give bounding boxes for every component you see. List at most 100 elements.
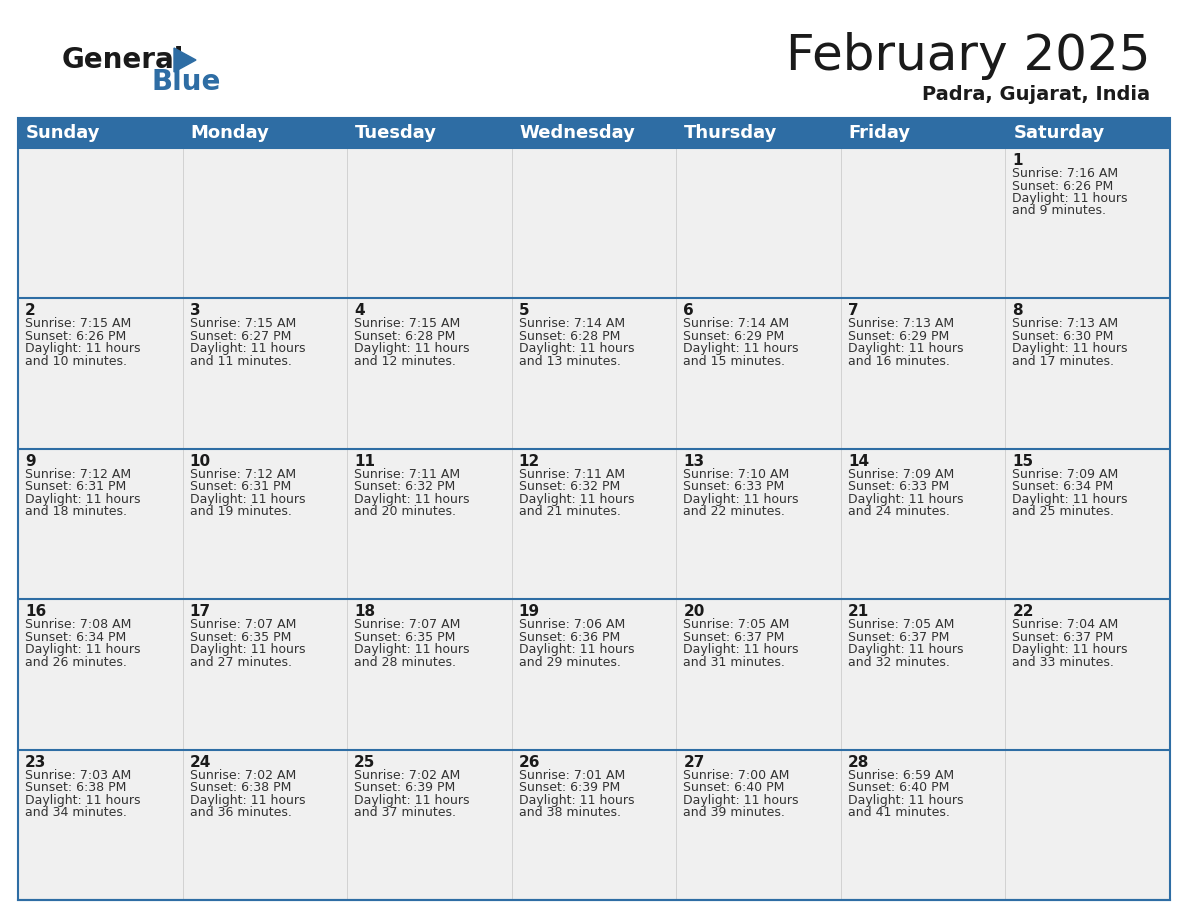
- Text: Sunset: 6:40 PM: Sunset: 6:40 PM: [683, 781, 784, 794]
- Text: Sunrise: 7:12 AM: Sunrise: 7:12 AM: [25, 468, 131, 481]
- Text: Daylight: 11 hours: Daylight: 11 hours: [848, 342, 963, 355]
- Text: 9: 9: [25, 453, 36, 469]
- Bar: [18, 449, 1170, 599]
- Text: 11: 11: [354, 453, 375, 469]
- Text: Daylight: 11 hours: Daylight: 11 hours: [25, 493, 140, 506]
- Text: Sunday: Sunday: [26, 124, 101, 142]
- Text: Sunrise: 7:06 AM: Sunrise: 7:06 AM: [519, 618, 625, 632]
- Bar: [18, 750, 1170, 900]
- Text: Sunset: 6:37 PM: Sunset: 6:37 PM: [1012, 631, 1114, 644]
- Text: Sunrise: 7:01 AM: Sunrise: 7:01 AM: [519, 768, 625, 781]
- Text: Tuesday: Tuesday: [355, 124, 437, 142]
- Text: Daylight: 11 hours: Daylight: 11 hours: [848, 644, 963, 656]
- Text: Sunrise: 6:59 AM: Sunrise: 6:59 AM: [848, 768, 954, 781]
- Text: 17: 17: [190, 604, 210, 620]
- Text: Daylight: 11 hours: Daylight: 11 hours: [519, 342, 634, 355]
- Text: 5: 5: [519, 304, 530, 319]
- Text: 27: 27: [683, 755, 704, 769]
- Bar: [18, 118, 1170, 900]
- Text: and 15 minutes.: and 15 minutes.: [683, 355, 785, 368]
- Bar: [18, 599, 1170, 750]
- Text: and 28 minutes.: and 28 minutes.: [354, 655, 456, 668]
- Text: Sunrise: 7:02 AM: Sunrise: 7:02 AM: [190, 768, 296, 781]
- Text: Daylight: 11 hours: Daylight: 11 hours: [683, 342, 798, 355]
- Text: Sunset: 6:39 PM: Sunset: 6:39 PM: [519, 781, 620, 794]
- Text: 10: 10: [190, 453, 210, 469]
- Text: Daylight: 11 hours: Daylight: 11 hours: [190, 644, 305, 656]
- Text: Sunset: 6:35 PM: Sunset: 6:35 PM: [190, 631, 291, 644]
- Text: February 2025: February 2025: [785, 32, 1150, 80]
- Text: Daylight: 11 hours: Daylight: 11 hours: [190, 493, 305, 506]
- Text: Daylight: 11 hours: Daylight: 11 hours: [190, 793, 305, 807]
- Text: Daylight: 11 hours: Daylight: 11 hours: [190, 342, 305, 355]
- Text: Friday: Friday: [849, 124, 911, 142]
- Text: Daylight: 11 hours: Daylight: 11 hours: [848, 793, 963, 807]
- Text: Blue: Blue: [152, 68, 221, 96]
- Text: Sunset: 6:26 PM: Sunset: 6:26 PM: [1012, 180, 1113, 193]
- Text: Sunrise: 7:09 AM: Sunrise: 7:09 AM: [1012, 468, 1119, 481]
- Text: 21: 21: [848, 604, 870, 620]
- Text: and 36 minutes.: and 36 minutes.: [190, 806, 291, 819]
- Text: and 26 minutes.: and 26 minutes.: [25, 655, 127, 668]
- Text: Sunrise: 7:00 AM: Sunrise: 7:00 AM: [683, 768, 790, 781]
- Text: Sunset: 6:35 PM: Sunset: 6:35 PM: [354, 631, 455, 644]
- Text: Daylight: 11 hours: Daylight: 11 hours: [1012, 192, 1127, 205]
- Text: 20: 20: [683, 604, 704, 620]
- Text: Sunrise: 7:03 AM: Sunrise: 7:03 AM: [25, 768, 131, 781]
- Text: Sunrise: 7:15 AM: Sunrise: 7:15 AM: [354, 318, 461, 330]
- Text: Daylight: 11 hours: Daylight: 11 hours: [1012, 493, 1127, 506]
- Text: Sunrise: 7:08 AM: Sunrise: 7:08 AM: [25, 618, 132, 632]
- Text: and 20 minutes.: and 20 minutes.: [354, 505, 456, 519]
- Text: and 33 minutes.: and 33 minutes.: [1012, 655, 1114, 668]
- Text: and 11 minutes.: and 11 minutes.: [190, 355, 291, 368]
- Text: 23: 23: [25, 755, 46, 769]
- Text: and 10 minutes.: and 10 minutes.: [25, 355, 127, 368]
- Text: Sunrise: 7:11 AM: Sunrise: 7:11 AM: [519, 468, 625, 481]
- Text: and 24 minutes.: and 24 minutes.: [848, 505, 949, 519]
- Text: Daylight: 11 hours: Daylight: 11 hours: [683, 644, 798, 656]
- Text: and 31 minutes.: and 31 minutes.: [683, 655, 785, 668]
- Text: Sunrise: 7:09 AM: Sunrise: 7:09 AM: [848, 468, 954, 481]
- Text: Monday: Monday: [190, 124, 270, 142]
- Text: Daylight: 11 hours: Daylight: 11 hours: [848, 493, 963, 506]
- Text: Daylight: 11 hours: Daylight: 11 hours: [354, 644, 469, 656]
- Text: Daylight: 11 hours: Daylight: 11 hours: [519, 644, 634, 656]
- Text: Daylight: 11 hours: Daylight: 11 hours: [1012, 644, 1127, 656]
- Text: Sunset: 6:29 PM: Sunset: 6:29 PM: [683, 330, 784, 343]
- Text: 6: 6: [683, 304, 694, 319]
- Text: Sunrise: 7:14 AM: Sunrise: 7:14 AM: [683, 318, 789, 330]
- Text: and 25 minutes.: and 25 minutes.: [1012, 505, 1114, 519]
- Text: Sunset: 6:33 PM: Sunset: 6:33 PM: [683, 480, 784, 493]
- Text: and 38 minutes.: and 38 minutes.: [519, 806, 620, 819]
- Text: Sunrise: 7:05 AM: Sunrise: 7:05 AM: [848, 618, 954, 632]
- Text: Daylight: 11 hours: Daylight: 11 hours: [519, 493, 634, 506]
- Bar: [18, 118, 1170, 148]
- Text: 24: 24: [190, 755, 211, 769]
- Text: and 13 minutes.: and 13 minutes.: [519, 355, 620, 368]
- Polygon shape: [173, 48, 196, 72]
- Text: 13: 13: [683, 453, 704, 469]
- Text: 26: 26: [519, 755, 541, 769]
- Text: Sunrise: 7:10 AM: Sunrise: 7:10 AM: [683, 468, 790, 481]
- Text: Sunrise: 7:15 AM: Sunrise: 7:15 AM: [190, 318, 296, 330]
- Text: Sunset: 6:32 PM: Sunset: 6:32 PM: [519, 480, 620, 493]
- Text: 3: 3: [190, 304, 201, 319]
- Text: Sunset: 6:26 PM: Sunset: 6:26 PM: [25, 330, 126, 343]
- Text: Daylight: 11 hours: Daylight: 11 hours: [354, 493, 469, 506]
- Text: Sunrise: 7:04 AM: Sunrise: 7:04 AM: [1012, 618, 1119, 632]
- Text: Sunset: 6:31 PM: Sunset: 6:31 PM: [25, 480, 126, 493]
- Text: Sunset: 6:40 PM: Sunset: 6:40 PM: [848, 781, 949, 794]
- Text: Sunrise: 7:12 AM: Sunrise: 7:12 AM: [190, 468, 296, 481]
- Text: and 12 minutes.: and 12 minutes.: [354, 355, 456, 368]
- Text: Daylight: 11 hours: Daylight: 11 hours: [519, 793, 634, 807]
- Text: Daylight: 11 hours: Daylight: 11 hours: [354, 793, 469, 807]
- Text: 25: 25: [354, 755, 375, 769]
- Text: and 39 minutes.: and 39 minutes.: [683, 806, 785, 819]
- Text: Sunset: 6:27 PM: Sunset: 6:27 PM: [190, 330, 291, 343]
- Text: Sunset: 6:38 PM: Sunset: 6:38 PM: [25, 781, 126, 794]
- Text: Sunset: 6:28 PM: Sunset: 6:28 PM: [519, 330, 620, 343]
- Text: and 9 minutes.: and 9 minutes.: [1012, 205, 1106, 218]
- Text: Daylight: 11 hours: Daylight: 11 hours: [683, 493, 798, 506]
- Text: and 34 minutes.: and 34 minutes.: [25, 806, 127, 819]
- Text: and 21 minutes.: and 21 minutes.: [519, 505, 620, 519]
